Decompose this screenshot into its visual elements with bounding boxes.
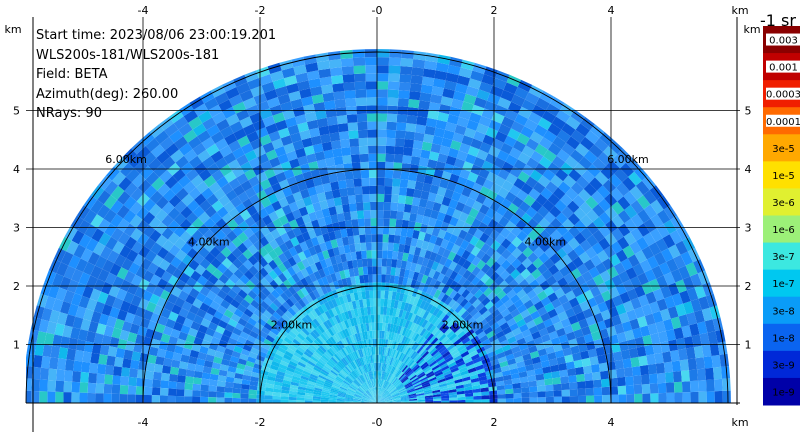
scan-info: Start time: 2023/08/06 23:00:19.201 WLS2… [36, 26, 276, 124]
range-ring-label: 6.00km [607, 153, 649, 166]
y-tick-label-right: 5 [745, 105, 752, 118]
x-tick-label-top: -0 [372, 4, 383, 17]
plot-axes: -4 -4 -2 -2 -0 -0 2 2 4 4 1 1 2 2 3 3 4 4 5 5 km km km km [4, 4, 761, 432]
y-tick-label-left: 5 [13, 105, 20, 118]
range-ring [142, 168, 612, 404]
range-ring-label: 4.00km [524, 236, 566, 249]
colorbar-label-box [766, 114, 800, 127]
range-ring [25, 51, 729, 404]
colorbar: 0.003 0.001 0.0003 0.0001 3e-5 1e-5 3e-6 1e-6 3e… [760, 11, 800, 406]
y-tick-label-left: 2 [13, 280, 20, 293]
x-tick-label-bottom: -0 [372, 416, 383, 429]
colorbar-level-label: 3e-7 [772, 252, 795, 263]
nrays-text: NRays: 90 [36, 106, 102, 121]
colorbar-level-label: 3e-6 [772, 198, 795, 209]
device-text: WLS200s-181/WLS200s-181 [36, 47, 220, 63]
axis-unit-label: km [731, 4, 748, 17]
colorbar-level-label: 3e-8 [772, 306, 795, 317]
colorbar-level-label: 1e-5 [772, 171, 795, 182]
azimuth-text: Azimuth(deg): 260.00 [36, 86, 179, 102]
y-tick-label-right: 2 [745, 280, 752, 293]
range-ring-label: 2.00km [271, 318, 313, 331]
x-tick-label-top: 4 [608, 4, 615, 17]
colorbar-level-label: 1e-9 [772, 387, 795, 398]
colorbar-level-label: 1e-8 [772, 333, 795, 344]
colorbar-label-box [766, 87, 800, 100]
x-tick-label-bottom: 2 [491, 416, 498, 429]
colorbar-swatch [763, 188, 800, 216]
y-tick-label-right: 4 [745, 163, 752, 176]
range-ring-label: 2.00km [442, 318, 484, 331]
start-time-text: Start time: 2023/08/06 23:00:19.201 [36, 28, 277, 43]
y-tick-label-left: 4 [13, 163, 20, 176]
colorbar-swatch [763, 323, 800, 352]
colorbar-level-label: 0.003 [769, 36, 798, 47]
colorbar-title: -1 sr [760, 11, 796, 30]
colorbar-swatch [763, 377, 800, 406]
y-tick-label-left: 3 [13, 222, 20, 235]
colorbar-swatch [763, 269, 800, 298]
axis-unit-label: km [743, 23, 760, 36]
y-tick-label-left: 1 [13, 339, 20, 352]
y-tick-label-right: 1 [745, 339, 752, 352]
range-ring-label: 6.00km [105, 153, 147, 166]
colorbar-level-label: 3e-9 [772, 360, 795, 371]
colorbar-swatch [763, 134, 800, 162]
colorbar-level-label: 0.0003 [766, 90, 800, 101]
colorbar-level-label: 1e-7 [772, 279, 795, 290]
range-ring [259, 285, 495, 404]
x-tick-label-bottom: -4 [138, 416, 149, 429]
range-ring-label: 4.00km [188, 236, 230, 249]
colorbar-level-label: 0.0001 [766, 117, 800, 128]
colorbar-swatch [763, 350, 800, 379]
colorbar-swatch [763, 296, 800, 325]
axis-unit-label: km [4, 23, 21, 36]
range-rings: 2.00km 2.00km 4.00km 4.00km 6.00km 6.00km [25, 51, 729, 404]
x-tick-label-top: -2 [255, 4, 266, 17]
x-tick-label-top: 2 [491, 4, 498, 17]
colorbar-level-label: 1e-6 [772, 225, 795, 236]
colorbar-level-label: 3e-5 [772, 144, 795, 155]
axis-unit-label: km [731, 416, 748, 429]
x-tick-label-top: -4 [138, 4, 149, 17]
x-tick-label-bottom: 4 [608, 416, 615, 429]
field-text: Field: BETA [36, 67, 108, 82]
y-tick-label-right: 3 [745, 222, 752, 235]
colorbar-level-label: 0.001 [769, 63, 798, 74]
colorbar-label-box [766, 33, 800, 46]
colorbar-swatch [763, 161, 800, 189]
beta-sector [26, 49, 731, 403]
colorbar-swatch [763, 242, 800, 271]
colorbar-swatch [763, 215, 800, 244]
colorbar-label-box [766, 60, 800, 73]
x-tick-label-bottom: -2 [255, 416, 266, 429]
